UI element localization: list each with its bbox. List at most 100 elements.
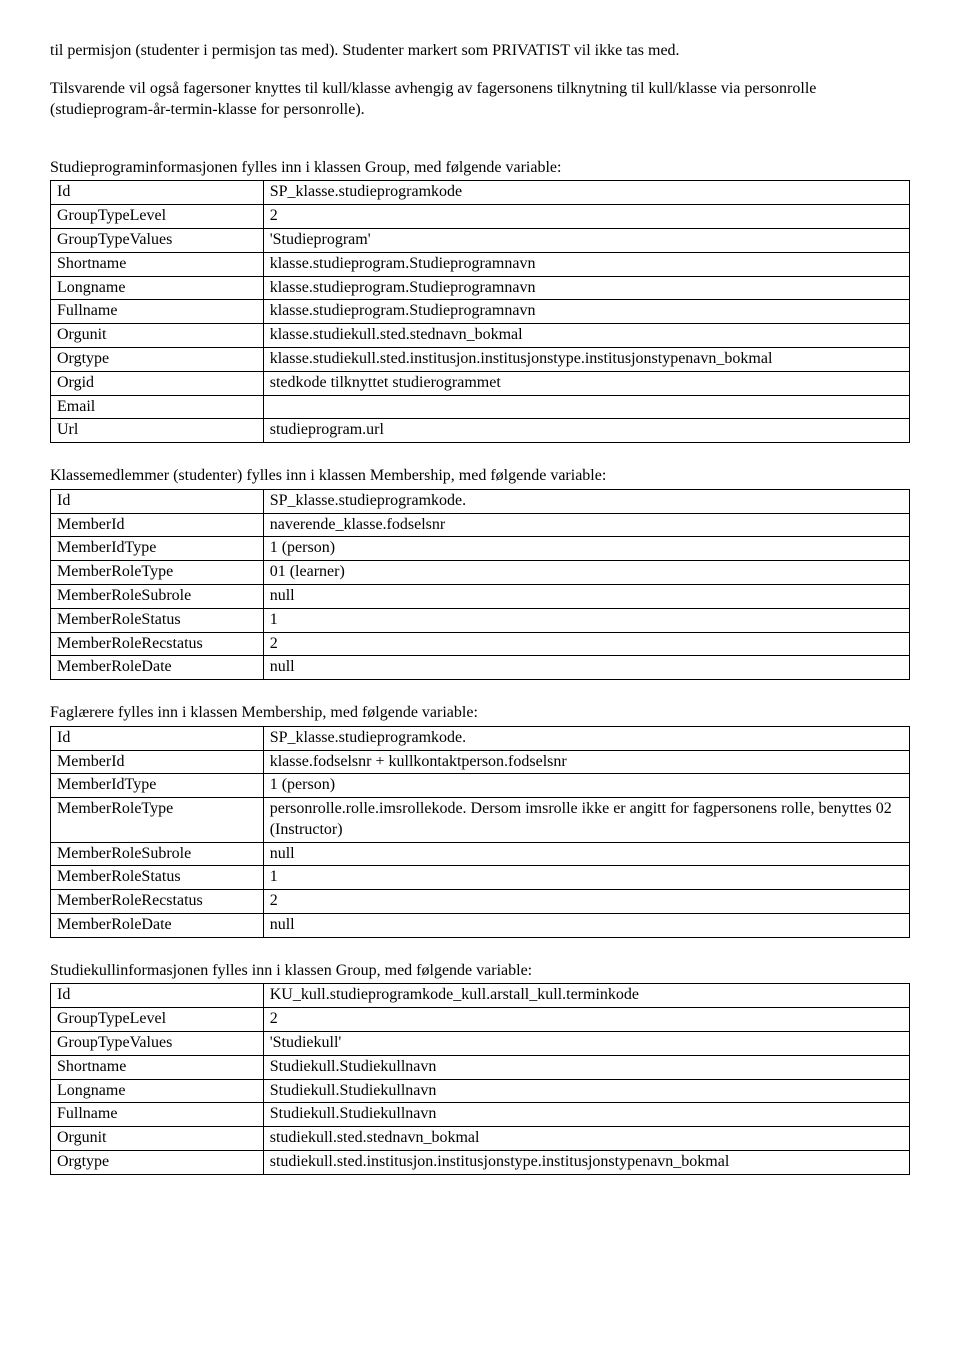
table-row: MemberRoleStatus1 — [51, 866, 910, 890]
cell-value: stedkode tilknyttet studierogrammet — [263, 371, 909, 395]
cell-value: 1 — [263, 866, 909, 890]
cell-value: 01 (learner) — [263, 561, 909, 585]
table-row: GroupTypeLevel2 — [51, 205, 910, 229]
table-row: ShortnameStudiekull.Studiekullnavn — [51, 1055, 910, 1079]
cell-key: GroupTypeValues — [51, 1032, 264, 1056]
table-row: FullnameStudiekull.Studiekullnavn — [51, 1103, 910, 1127]
section2-title: Klassemedlemmer (studenter) fylles inn i… — [50, 465, 910, 487]
cell-value: klasse.studieprogram.Studieprogramnavn — [263, 252, 909, 276]
cell-key: MemberRoleDate — [51, 914, 264, 938]
table-row: Shortnameklasse.studieprogram.Studieprog… — [51, 252, 910, 276]
cell-key: GroupTypeLevel — [51, 205, 264, 229]
table-row: MemberRoleDatenull — [51, 914, 910, 938]
cell-value: 'Studiekull' — [263, 1032, 909, 1056]
cell-value: null — [263, 914, 909, 938]
table-klassemedlemmer: IdSP_klasse.studieprogramkode.MemberIdna… — [50, 489, 910, 680]
cell-value: klasse.studiekull.sted.institusjon.insti… — [263, 347, 909, 371]
table-row: LongnameStudiekull.Studiekullnavn — [51, 1079, 910, 1103]
cell-key: Id — [51, 984, 264, 1008]
cell-key: Orgtype — [51, 1151, 264, 1175]
cell-value: SP_klasse.studieprogramkode. — [263, 489, 909, 513]
table-row: IdSP_klasse.studieprogramkode. — [51, 489, 910, 513]
section4-title: Studiekullinformasjonen fylles inn i kla… — [50, 960, 910, 982]
table-row: GroupTypeValues'Studieprogram' — [51, 228, 910, 252]
cell-value: naverende_klasse.fodselsnr — [263, 513, 909, 537]
cell-key: Orgid — [51, 371, 264, 395]
table-row: MemberRoleRecstatus2 — [51, 890, 910, 914]
cell-value: studieprogram.url — [263, 419, 909, 443]
table-row: MemberIdklasse.fodselsnr + kullkontaktpe… — [51, 750, 910, 774]
cell-value: klasse.studiekull.sted.stednavn_bokmal — [263, 324, 909, 348]
cell-key: Orgtype — [51, 347, 264, 371]
cell-value: null — [263, 842, 909, 866]
table-row: GroupTypeLevel2 — [51, 1008, 910, 1032]
cell-key: MemberRoleRecstatus — [51, 632, 264, 656]
cell-key: MemberId — [51, 750, 264, 774]
cell-key: MemberRoleSubrole — [51, 842, 264, 866]
cell-key: MemberRoleType — [51, 561, 264, 585]
table-row: MemberIdnaverende_klasse.fodselsnr — [51, 513, 910, 537]
cell-key: MemberIdType — [51, 537, 264, 561]
table-row: Longnameklasse.studieprogram.Studieprogr… — [51, 276, 910, 300]
table-row: MemberRoleSubrolenull — [51, 842, 910, 866]
cell-value: 2 — [263, 205, 909, 229]
cell-key: MemberRoleStatus — [51, 866, 264, 890]
section3-title: Faglærere fylles inn i klassen Membershi… — [50, 702, 910, 724]
cell-value: klasse.studieprogram.Studieprogramnavn — [263, 300, 909, 324]
table-row: Orgunitklasse.studiekull.sted.stednavn_b… — [51, 324, 910, 348]
cell-key: MemberRoleSubrole — [51, 584, 264, 608]
table-row: MemberRoleSubrolenull — [51, 584, 910, 608]
table-row: IdKU_kull.studieprogramkode_kull.arstall… — [51, 984, 910, 1008]
intro-paragraph-1: til permisjon (studenter i permisjon tas… — [50, 40, 910, 62]
table-faglaerere: IdSP_klasse.studieprogramkode.MemberIdkl… — [50, 726, 910, 938]
table-row: MemberRoleDatenull — [51, 656, 910, 680]
cell-key: Orgunit — [51, 1127, 264, 1151]
table-row: Orgidstedkode tilknyttet studierogrammet — [51, 371, 910, 395]
cell-key: Longname — [51, 1079, 264, 1103]
table-row: MemberIdType1 (person) — [51, 537, 910, 561]
cell-value: 2 — [263, 1008, 909, 1032]
cell-value: null — [263, 584, 909, 608]
cell-value: personrolle.rolle.imsrollekode. Dersom i… — [263, 798, 909, 843]
table-studieprograminfo: IdSP_klasse.studieprogramkodeGroupTypeLe… — [50, 180, 910, 443]
cell-key: Longname — [51, 276, 264, 300]
cell-value: 'Studieprogram' — [263, 228, 909, 252]
cell-key: Id — [51, 181, 264, 205]
table-row: MemberRoleTypepersonrolle.rolle.imsrolle… — [51, 798, 910, 843]
cell-value: klasse.studieprogram.Studieprogramnavn — [263, 276, 909, 300]
table-row: MemberRoleRecstatus2 — [51, 632, 910, 656]
table-row: IdSP_klasse.studieprogramkode. — [51, 726, 910, 750]
cell-value: 1 (person) — [263, 537, 909, 561]
cell-key: GroupTypeLevel — [51, 1008, 264, 1032]
cell-key: Shortname — [51, 1055, 264, 1079]
cell-value: SP_klasse.studieprogramkode — [263, 181, 909, 205]
cell-key: Fullname — [51, 1103, 264, 1127]
cell-key: MemberRoleType — [51, 798, 264, 843]
cell-value: Studiekull.Studiekullnavn — [263, 1055, 909, 1079]
cell-value: 2 — [263, 890, 909, 914]
table-row: GroupTypeValues'Studiekull' — [51, 1032, 910, 1056]
table-row: MemberRoleType01 (learner) — [51, 561, 910, 585]
table-studiekullinfo: IdKU_kull.studieprogramkode_kull.arstall… — [50, 983, 910, 1174]
cell-key: Fullname — [51, 300, 264, 324]
table-row: MemberRoleStatus1 — [51, 608, 910, 632]
cell-value: SP_klasse.studieprogramkode. — [263, 726, 909, 750]
cell-value: 1 (person) — [263, 774, 909, 798]
cell-value: 1 — [263, 608, 909, 632]
cell-key: MemberRoleRecstatus — [51, 890, 264, 914]
cell-key: Id — [51, 489, 264, 513]
intro-paragraph-2: Tilsvarende vil også fagersoner knyttes … — [50, 78, 910, 121]
cell-key: Url — [51, 419, 264, 443]
section1-title: Studieprograminformasjonen fylles inn i … — [50, 157, 910, 179]
cell-key: Shortname — [51, 252, 264, 276]
cell-value: null — [263, 656, 909, 680]
cell-key: GroupTypeValues — [51, 228, 264, 252]
cell-value: Studiekull.Studiekullnavn — [263, 1103, 909, 1127]
cell-value: klasse.fodselsnr + kullkontaktperson.fod… — [263, 750, 909, 774]
table-row: Fullnameklasse.studieprogram.Studieprogr… — [51, 300, 910, 324]
cell-value: KU_kull.studieprogramkode_kull.arstall_k… — [263, 984, 909, 1008]
cell-key: MemberIdType — [51, 774, 264, 798]
table-row: MemberIdType1 (person) — [51, 774, 910, 798]
cell-value: studiekull.sted.stednavn_bokmal — [263, 1127, 909, 1151]
cell-value: Studiekull.Studiekullnavn — [263, 1079, 909, 1103]
